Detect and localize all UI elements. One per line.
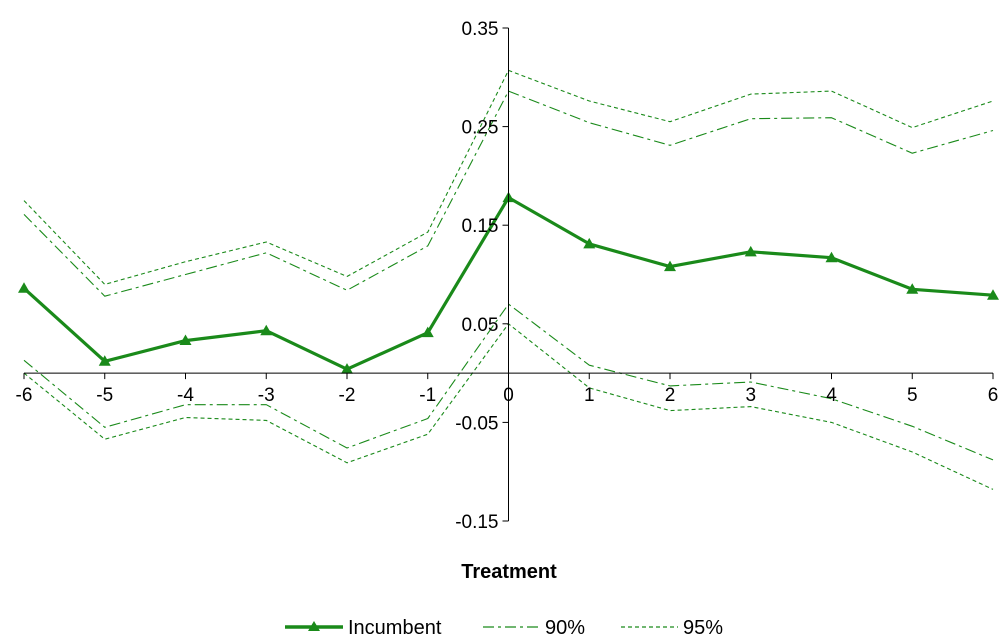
legend-label-incumbent: Incumbent	[348, 617, 442, 638]
x-tick-label: -1	[419, 385, 436, 406]
data-point-incumbent	[18, 282, 30, 293]
x-tick-label: 4	[826, 385, 837, 406]
data-point-incumbent	[987, 289, 999, 300]
legend-item-90: 90%	[483, 617, 585, 638]
legend-item-95: 95%	[621, 617, 723, 638]
data-point-incumbent	[341, 363, 353, 374]
x-tick-label: -5	[96, 385, 113, 406]
data-point-incumbent	[664, 260, 676, 272]
data-point-incumbent	[179, 334, 192, 346]
data-point-incumbent	[98, 355, 111, 366]
label-layer: 0.35 0.25 0.15 0.05 -0.05 -0.15 -6 -5 -4 -3 -2 -1 0 1…	[16, 19, 999, 533]
x-tick-label: -4	[177, 385, 194, 406]
x-tick-label: 6	[988, 385, 999, 406]
x-tick-label: 0	[503, 385, 514, 406]
legend-label-90: 90%	[545, 617, 585, 638]
y-tick-label: -0.15	[455, 512, 498, 533]
data-point-incumbent	[906, 283, 919, 294]
x-axis-title: Treatment	[461, 561, 557, 583]
x-tick-label: 3	[745, 385, 756, 406]
y-tick-label: 0.35	[462, 19, 499, 40]
data-point-incumbent	[260, 324, 273, 336]
series-line-90-upper	[23, 90, 994, 297]
x-tick-label: 2	[665, 385, 676, 406]
axis-layer	[23, 27, 994, 522]
y-tick-label: -0.05	[455, 413, 498, 434]
x-tick-label: -2	[339, 385, 356, 406]
legend-label-95: 95%	[683, 617, 723, 638]
legend: Incumbent 90% 95%	[285, 617, 723, 638]
data-point-incumbent	[744, 245, 757, 257]
data-point-incumbent	[421, 326, 434, 338]
y-tick-label: 0.05	[462, 315, 499, 336]
y-tick-label: 0.25	[462, 118, 499, 139]
data-point-incumbent	[583, 237, 596, 249]
legend-item-incumbent: Incumbent	[285, 617, 442, 638]
x-tick-label: -3	[258, 385, 275, 406]
legend-marker-triangle	[308, 621, 320, 631]
data-point-incumbent	[825, 251, 838, 263]
y-tick-label: 0.15	[462, 216, 499, 237]
x-tick-label: 5	[907, 385, 918, 406]
x-tick-label: -6	[16, 385, 33, 406]
x-tick-label: 1	[584, 385, 595, 406]
